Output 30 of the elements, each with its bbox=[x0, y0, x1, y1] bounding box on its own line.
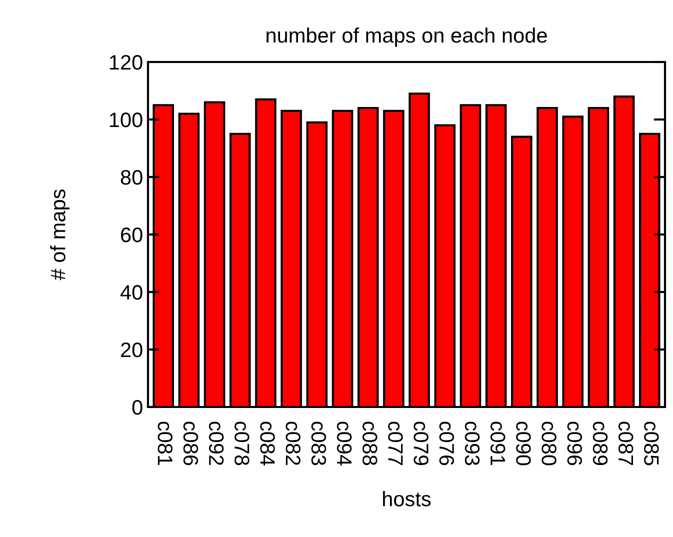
x-tick-label: c083 bbox=[311, 422, 326, 466]
y-tick-label: 120 bbox=[110, 55, 142, 70]
x-tick-label: c077 bbox=[388, 422, 403, 466]
x-tick-label: c089 bbox=[592, 422, 608, 466]
y-tick-label: 80 bbox=[120, 170, 142, 185]
y-axis-title: # of maps bbox=[50, 190, 70, 280]
y-tick-label: 60 bbox=[121, 228, 142, 242]
x-tick-label: c079 bbox=[414, 422, 428, 466]
x-tick-label: c092 bbox=[208, 422, 224, 466]
x-tick-label: c096 bbox=[567, 422, 582, 466]
x-tick-label: c093 bbox=[464, 422, 480, 466]
x-tick-label: c087 bbox=[618, 422, 634, 466]
x-tick-label: c078 bbox=[234, 422, 250, 466]
x-tick-label: c076 bbox=[439, 422, 454, 466]
x-tick-label: c082 bbox=[286, 422, 300, 466]
y-tick-label: 40 bbox=[120, 285, 142, 300]
x-tick-label: c094 bbox=[336, 422, 352, 466]
x-tick-label: c090 bbox=[516, 422, 531, 466]
x-tick-label: c085 bbox=[644, 422, 659, 466]
x-axis-title: hosts bbox=[383, 491, 431, 506]
x-tick-label: c088 bbox=[362, 422, 378, 466]
x-tick-label: c084 bbox=[260, 422, 275, 466]
x-tick-label: c086 bbox=[183, 422, 198, 466]
x-tick-label: c081 bbox=[158, 422, 173, 466]
x-tick-label: c091 bbox=[490, 422, 506, 466]
y-tick-label: 20 bbox=[121, 342, 142, 358]
chart-title: number of maps on each node bbox=[266, 27, 547, 47]
y-tick-label: 0 bbox=[132, 400, 142, 415]
x-tick-label: c080 bbox=[542, 422, 556, 466]
y-tick-label: 100 bbox=[110, 112, 142, 128]
